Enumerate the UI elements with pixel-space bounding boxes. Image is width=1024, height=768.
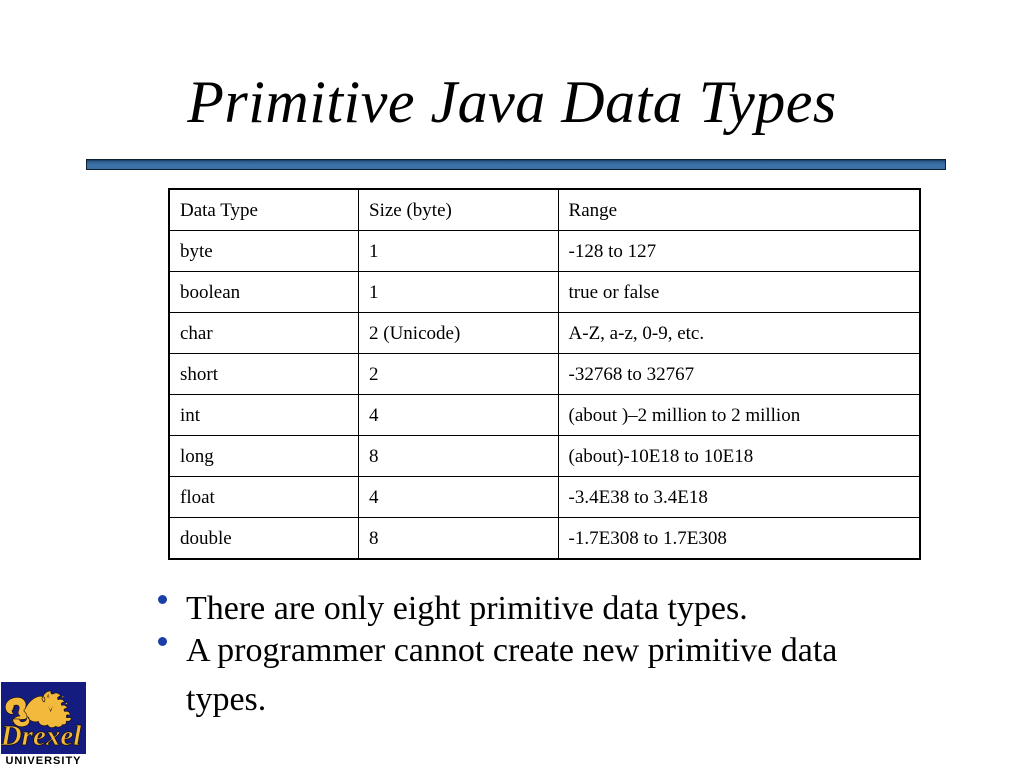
svg-text:Drexel: Drexel [1, 720, 82, 752]
